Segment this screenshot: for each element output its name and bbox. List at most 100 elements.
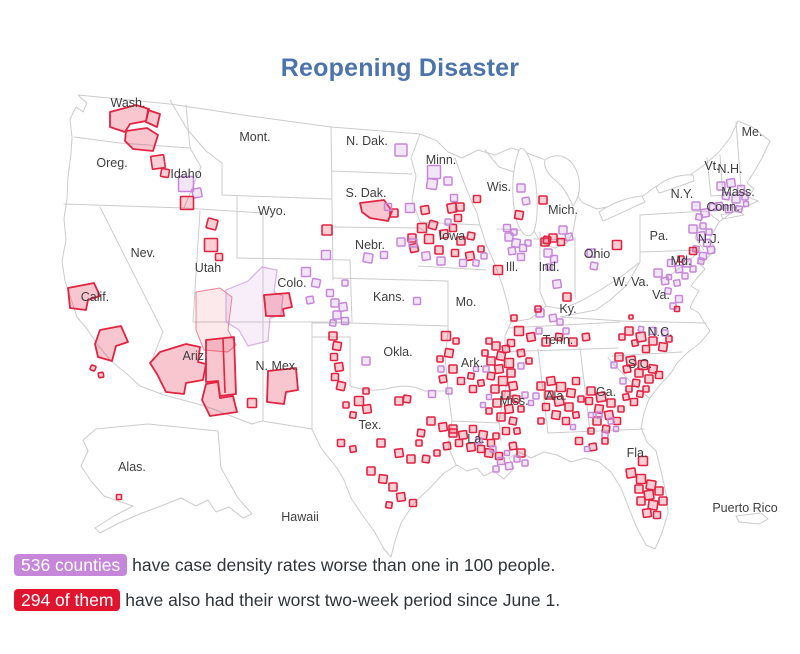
county-shape: [465, 441, 477, 453]
county-shape: [475, 437, 483, 445]
county-shape: [618, 333, 626, 341]
county-shape: [694, 212, 704, 222]
county-shape: [544, 390, 554, 400]
county-shape: [448, 364, 458, 374]
county-shape: [653, 268, 663, 278]
county-shape: [535, 308, 545, 318]
county-shape: [332, 310, 342, 320]
county-shape: [443, 347, 455, 359]
county-shape: [736, 184, 746, 194]
county-shape: [177, 175, 195, 193]
county-region: [225, 266, 284, 347]
county-shape: [437, 365, 445, 373]
county-shape: [476, 378, 486, 388]
county-shape: [524, 239, 532, 247]
county-shape: [716, 181, 726, 191]
county-shape: [348, 444, 358, 454]
page-title: Reopening Disaster: [280, 54, 520, 82]
county-shape: [501, 390, 511, 400]
state-label: Wash.: [111, 96, 146, 110]
county-shape: [320, 249, 332, 261]
county-region: [124, 127, 159, 152]
county-shape: [586, 386, 596, 396]
county-shape: [366, 466, 376, 476]
county-shape: [631, 378, 641, 388]
county-shape: [342, 401, 350, 409]
county-shape: [705, 228, 713, 236]
county-shape: [328, 331, 338, 341]
county-shape: [362, 387, 370, 395]
county-shape: [562, 327, 570, 335]
state-label: Mont.: [239, 130, 270, 144]
county-shape: [329, 352, 339, 362]
county-shape: [388, 482, 398, 492]
county-shape: [440, 330, 452, 342]
county-shape: [330, 372, 340, 382]
county-shape: [454, 438, 464, 448]
county-shape: [647, 499, 659, 511]
county-shape: [688, 224, 698, 234]
county-shape: [477, 245, 485, 253]
county-shape: [503, 357, 515, 369]
county-shape: [501, 426, 511, 436]
county-shape: [496, 456, 506, 466]
county-shape: [485, 337, 493, 345]
county-shape: [510, 314, 518, 322]
county-shape: [589, 261, 599, 271]
county-shape: [661, 329, 669, 337]
county-shape: [497, 375, 509, 387]
county-region: [222, 338, 226, 394]
lake-huron: [544, 155, 581, 207]
county-shape: [427, 219, 439, 231]
county-shape: [468, 424, 478, 434]
lake-erie: [598, 195, 646, 222]
county-shape: [586, 248, 596, 258]
county-shape: [407, 233, 417, 243]
county-shape: [644, 374, 654, 384]
state-label: N. Dak.: [346, 134, 388, 148]
county-shape: [708, 202, 718, 212]
county-shape: [433, 449, 441, 457]
county-shape: [637, 325, 645, 333]
county-shape: [556, 318, 564, 326]
county-shape: [699, 222, 707, 230]
county-shape: [512, 426, 522, 436]
county-shape: [426, 164, 442, 180]
state-label: Mass.: [721, 185, 754, 199]
state-label: Va.: [652, 288, 670, 302]
county-region: [149, 343, 207, 395]
county-shape: [695, 230, 707, 242]
county-shape: [457, 429, 469, 441]
county-shape: [427, 389, 437, 399]
county-shape: [666, 258, 676, 268]
state-label: Mich.: [548, 203, 578, 217]
county-shape: [383, 202, 393, 212]
county-shape: [564, 232, 574, 242]
state-label: Calif.: [81, 290, 109, 304]
county-shape: [553, 395, 565, 407]
state-label: Hawaii: [281, 510, 319, 524]
county-shape: [395, 491, 407, 503]
county-shape: [506, 368, 516, 378]
county-shape: [466, 371, 476, 381]
state-label: Ind.: [539, 260, 560, 274]
state-label: Iowa: [439, 229, 465, 243]
county-shape: [601, 431, 609, 439]
county-shape: [725, 177, 737, 189]
county-shape: [583, 445, 591, 453]
county-region: [263, 292, 293, 317]
county-shape: [592, 416, 602, 426]
county-shape: [741, 193, 749, 201]
county-shape: [331, 340, 343, 352]
state-label: Nebr.: [355, 238, 385, 252]
county-shape: [625, 355, 637, 367]
county-shape: [456, 376, 466, 386]
county-shape: [466, 231, 476, 241]
county-shape: [476, 444, 486, 454]
county-shape: [721, 191, 731, 201]
county-shape: [635, 331, 647, 343]
alaska-outline: [80, 423, 253, 534]
county-shape: [691, 201, 701, 211]
county-shape: [545, 263, 553, 271]
state-label: N.C.: [648, 325, 673, 339]
